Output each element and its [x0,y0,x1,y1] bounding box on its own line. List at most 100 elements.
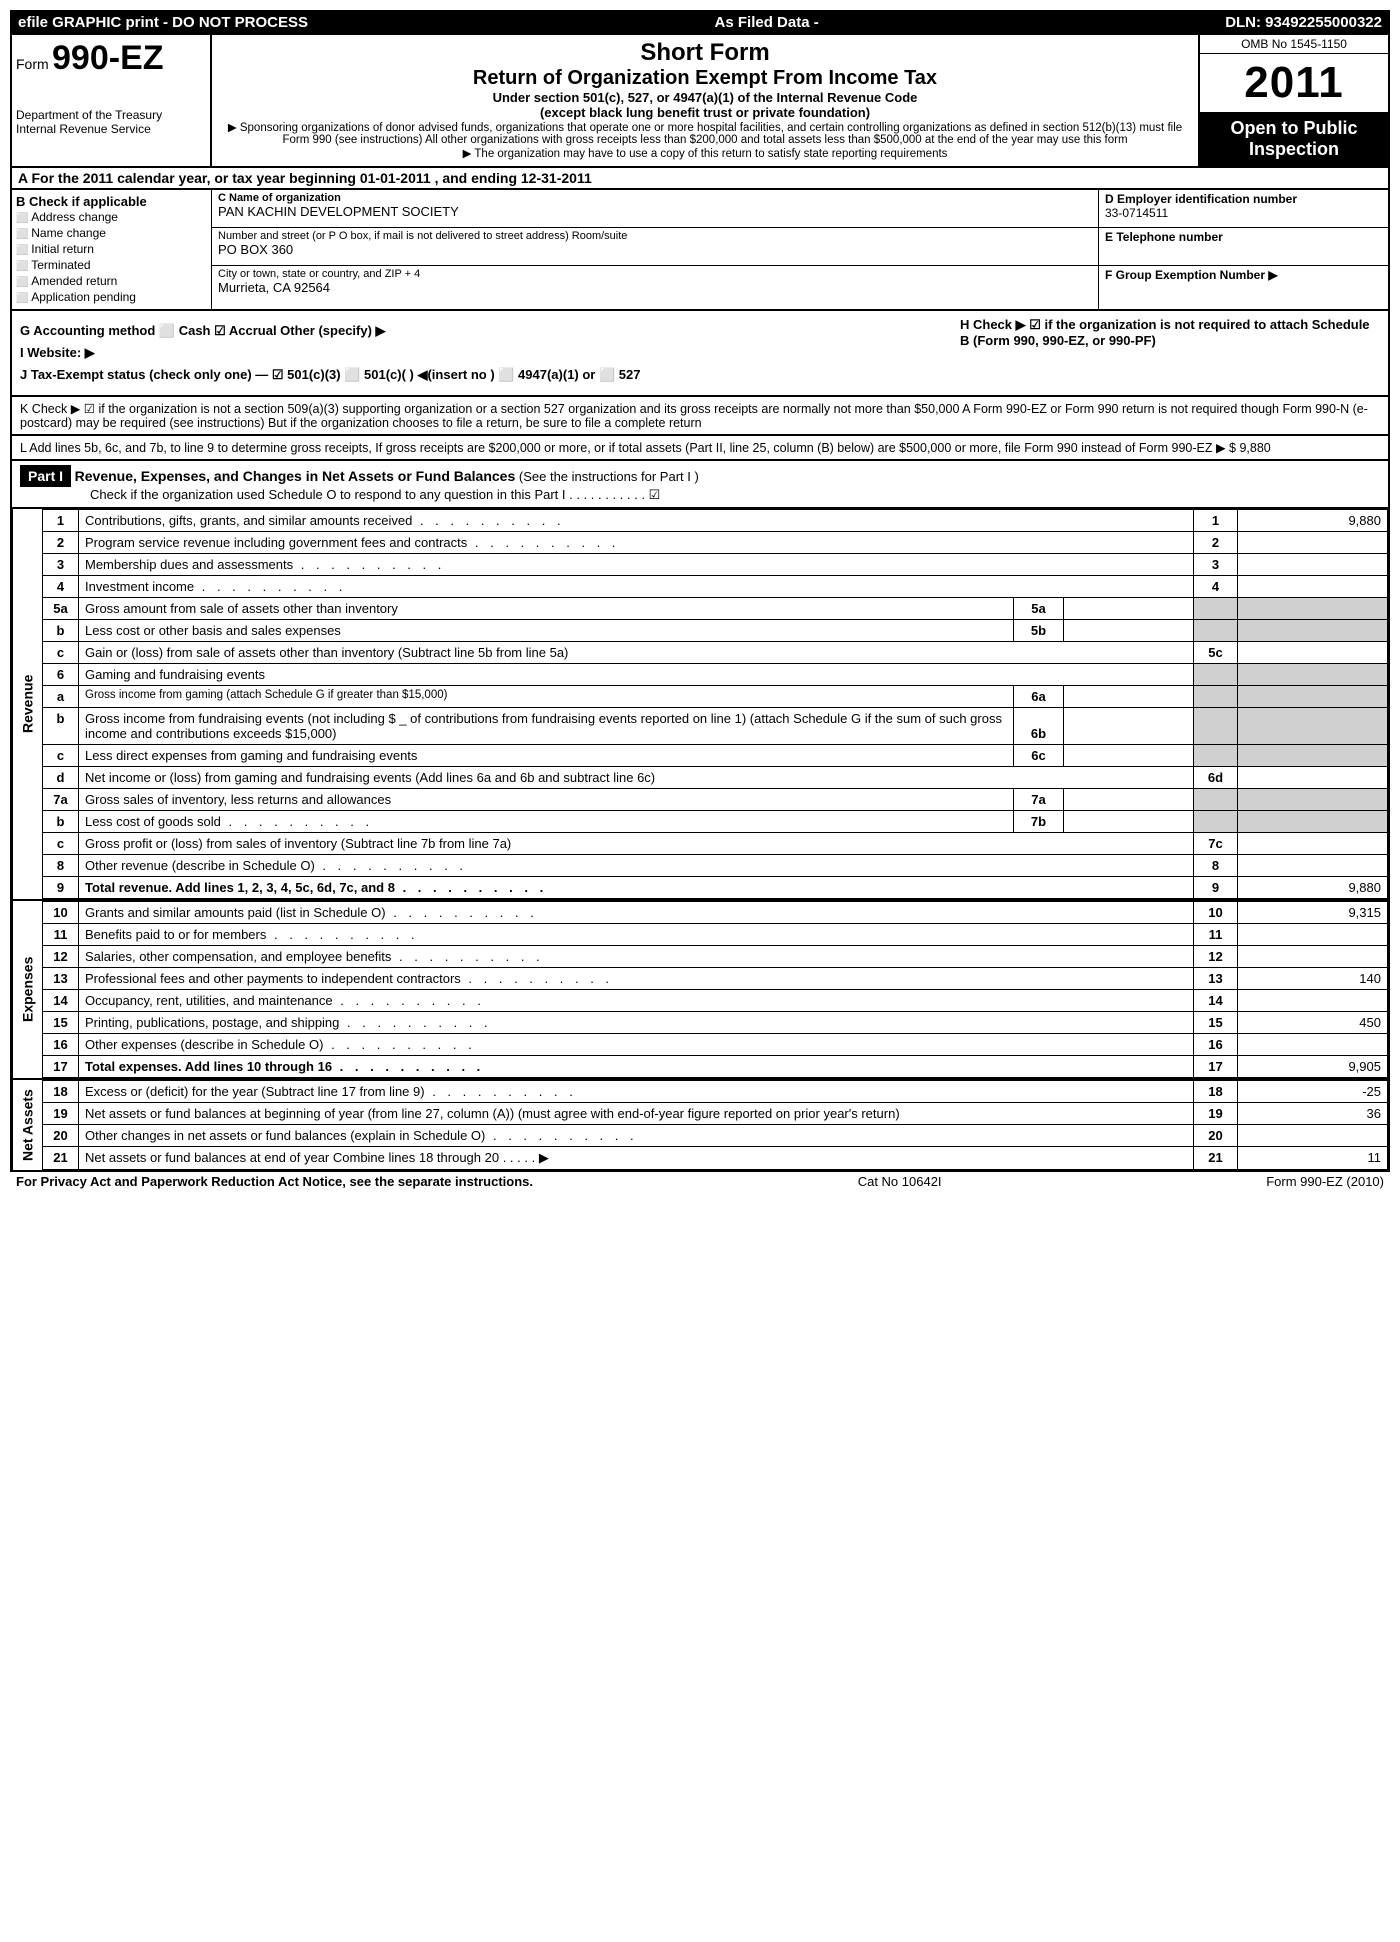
line-7b-sub: 7b [1014,811,1064,833]
line-7b-subval [1064,811,1194,833]
part-1-check: Check if the organization used Schedule … [20,487,660,502]
line-6d-id: 6d [1194,767,1238,789]
line-20-id: 20 [1194,1125,1238,1147]
line-6-num: 6 [43,664,79,686]
line-7a-sub: 7a [1014,789,1064,811]
line-8-id: 8 [1194,855,1238,877]
line-6a-valshade [1238,686,1388,708]
ck-name-change[interactable]: Name change [16,225,207,241]
open-public-1: Open to Public [1200,118,1388,139]
form-prefix: Form [16,56,49,72]
h-schedule-b: H Check ▶ ☑ if the organization is not r… [960,317,1380,348]
line-6a-subval [1064,686,1194,708]
line-6d-desc: Net income or (loss) from gaming and fun… [79,767,1194,789]
part-1-label: Part I [20,465,71,487]
section-ghij: G Accounting method ⬜ Cash ☑ Accrual Oth… [10,311,1390,397]
line-9-id: 9 [1194,877,1238,899]
line-13-desc: Professional fees and other payments to … [79,968,1194,990]
form-header: Form 990-EZ Department of the Treasury I… [10,35,1390,168]
line-5a-desc: Gross amount from sale of assets other t… [79,598,1014,620]
ck-terminated[interactable]: Terminated [16,257,207,273]
ck-application-pending[interactable]: Application pending [16,289,207,305]
form-number: 990-EZ [52,39,164,77]
d-ein-label: D Employer identification number [1105,192,1382,206]
line-4-id: 4 [1194,576,1238,598]
line-6b-shade [1194,708,1238,745]
line-16-val [1238,1034,1388,1056]
line-7b-num: b [43,811,79,833]
ck-initial-return[interactable]: Initial return [16,241,207,257]
footer-right: Form 990-EZ (2010) [1266,1174,1384,1189]
c-city-label: City or town, state or country, and ZIP … [218,268,1092,280]
j-tax-exempt: J Tax-Exempt status (check only one) — ☑… [20,367,940,383]
subtitle-1: Under section 501(c), 527, or 4947(a)(1)… [222,90,1188,105]
line-6-shade [1194,664,1238,686]
line-16-id: 16 [1194,1034,1238,1056]
line-15-val: 450 [1238,1012,1388,1034]
line-5b-desc: Less cost or other basis and sales expen… [79,620,1014,642]
line-6b-valshade [1238,708,1388,745]
line-6d-val [1238,767,1388,789]
line-7c-desc: Gross profit or (loss) from sales of inv… [79,833,1194,855]
header-note-1: ▶ Sponsoring organizations of donor advi… [222,120,1188,146]
line-5a-sub: 5a [1014,598,1064,620]
line-5a-valshade [1238,598,1388,620]
line-3-val [1238,554,1388,576]
line-16-desc: Other expenses (describe in Schedule O) [79,1034,1194,1056]
return-title: Return of Organization Exempt From Incom… [222,67,1188,90]
line-13-id: 13 [1194,968,1238,990]
footer-left: For Privacy Act and Paperwork Reduction … [16,1174,533,1189]
line-15-desc: Printing, publications, postage, and shi… [79,1012,1194,1034]
line-15-id: 15 [1194,1012,1238,1034]
line-2-desc: Program service revenue including govern… [79,532,1194,554]
line-9-desc: Total revenue. Add lines 1, 2, 3, 4, 5c,… [79,877,1194,899]
line-12-num: 12 [43,946,79,968]
line-2-num: 2 [43,532,79,554]
part-1-header: Part I Revenue, Expenses, and Changes in… [10,461,1390,509]
line-8-num: 8 [43,855,79,877]
line-7b-desc: Less cost of goods sold [79,811,1014,833]
ck-address-change[interactable]: Address change [16,209,207,225]
col-b-title: B Check if applicable [16,194,207,209]
line-9-val: 9,880 [1238,877,1388,899]
part-1-title: Revenue, Expenses, and Changes in Net As… [75,468,516,484]
line-15-num: 15 [43,1012,79,1034]
line-6c-valshade [1238,745,1388,767]
expenses-side-label: Expenses [12,901,42,1078]
footer-mid: Cat No 10642I [858,1174,942,1189]
line-12-id: 12 [1194,946,1238,968]
omb-number: OMB No 1545-1150 [1200,35,1388,54]
line-14-desc: Occupancy, rent, utilities, and maintena… [79,990,1194,1012]
line-6-desc: Gaming and fundraising events [79,664,1194,686]
line-6b-subval [1064,708,1194,745]
header-note-2: ▶ The organization may have to use a cop… [222,146,1188,160]
ck-amended-return[interactable]: Amended return [16,273,207,289]
line-3-num: 3 [43,554,79,576]
e-phone-label: E Telephone number [1105,230,1382,244]
expenses-section: Expenses 10 Grants and similar amounts p… [10,901,1390,1080]
line-4-val [1238,576,1388,598]
net-assets-section: Net Assets 18 Excess or (deficit) for th… [10,1080,1390,1172]
line-17-num: 17 [43,1056,79,1078]
line-19-id: 19 [1194,1103,1238,1125]
line-6a-sub: 6a [1014,686,1064,708]
line-6c-desc: Less direct expenses from gaming and fun… [79,745,1014,767]
dept-2: Internal Revenue Service [16,122,206,136]
line-1-desc: Contributions, gifts, grants, and simila… [79,510,1194,532]
line-2-id: 2 [1194,532,1238,554]
line-6a-num: a [43,686,79,708]
line-6a-desc: Gross income from gaming (attach Schedul… [79,686,1014,708]
line-7b-shade [1194,811,1238,833]
f-group-label: F Group Exemption Number ▶ [1105,268,1382,282]
section-k: K Check ▶ ☑ if the organization is not a… [10,397,1390,436]
line-14-val [1238,990,1388,1012]
line-11-desc: Benefits paid to or for members [79,924,1194,946]
line-5b-num: b [43,620,79,642]
line-10-id: 10 [1194,902,1238,924]
line-5c-val [1238,642,1388,664]
line-11-id: 11 [1194,924,1238,946]
line-7a-subval [1064,789,1194,811]
net-assets-side-label: Net Assets [12,1080,42,1170]
org-name: PAN KACHIN DEVELOPMENT SOCIETY [218,204,1092,219]
line-6c-shade [1194,745,1238,767]
